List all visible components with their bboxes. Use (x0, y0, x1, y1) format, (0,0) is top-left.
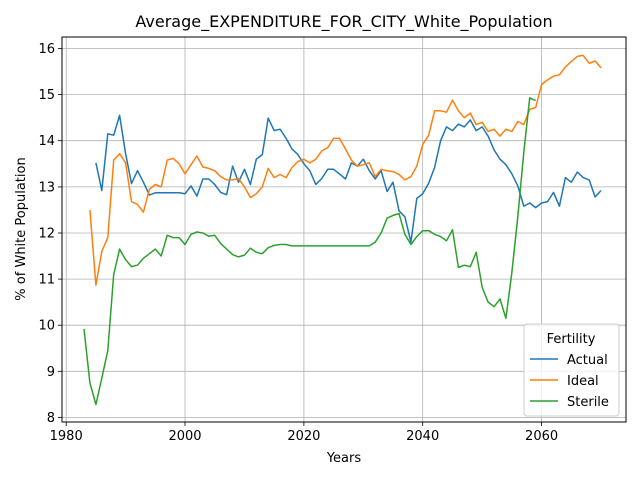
x-tick-label: 2040 (406, 429, 439, 444)
y-tick-label: 13 (38, 180, 55, 195)
x-tick-label: 2060 (525, 429, 558, 444)
y-tick-label: 8 (47, 411, 55, 426)
grid (62, 37, 626, 422)
legend-box (523, 323, 620, 417)
y-tick-label: 15 (38, 88, 55, 103)
series-line-actual (95, 114, 602, 243)
series-line-sterile (83, 97, 537, 406)
legend: Fertility Actual Ideal Sterile (523, 323, 620, 417)
legend-label-actual: Actual (567, 353, 608, 368)
y-tick-label: 11 (38, 273, 55, 288)
x-tick-label: 2020 (287, 429, 320, 444)
x-axis: 1980 2000 2020 2040 2060 (50, 422, 558, 444)
legend-entries: Actual Ideal Sterile (530, 353, 609, 410)
y-tick-label: 14 (38, 134, 55, 149)
y-tick-label: 12 (38, 227, 55, 242)
series-line-ideal (89, 54, 602, 286)
x-tick-label: 1980 (50, 429, 83, 444)
y-axis: 8 9 10 11 12 13 14 15 16 (38, 42, 62, 426)
legend-label-sterile: Sterile (567, 395, 609, 410)
legend-title: Fertility (547, 332, 596, 347)
y-tick-label: 9 (47, 365, 55, 380)
y-tick-label: 16 (38, 42, 55, 57)
y-axis-label: % of White Population (14, 157, 29, 300)
chart-title: Average_EXPENDITURE_FOR_CITY_White_Popul… (135, 12, 552, 32)
series-layer (83, 54, 602, 406)
x-tick-label: 2000 (168, 429, 201, 444)
plot-frame (61, 36, 627, 423)
x-axis-label: Years (326, 451, 362, 466)
y-tick-label: 10 (38, 319, 55, 334)
legend-label-ideal: Ideal (567, 374, 599, 389)
